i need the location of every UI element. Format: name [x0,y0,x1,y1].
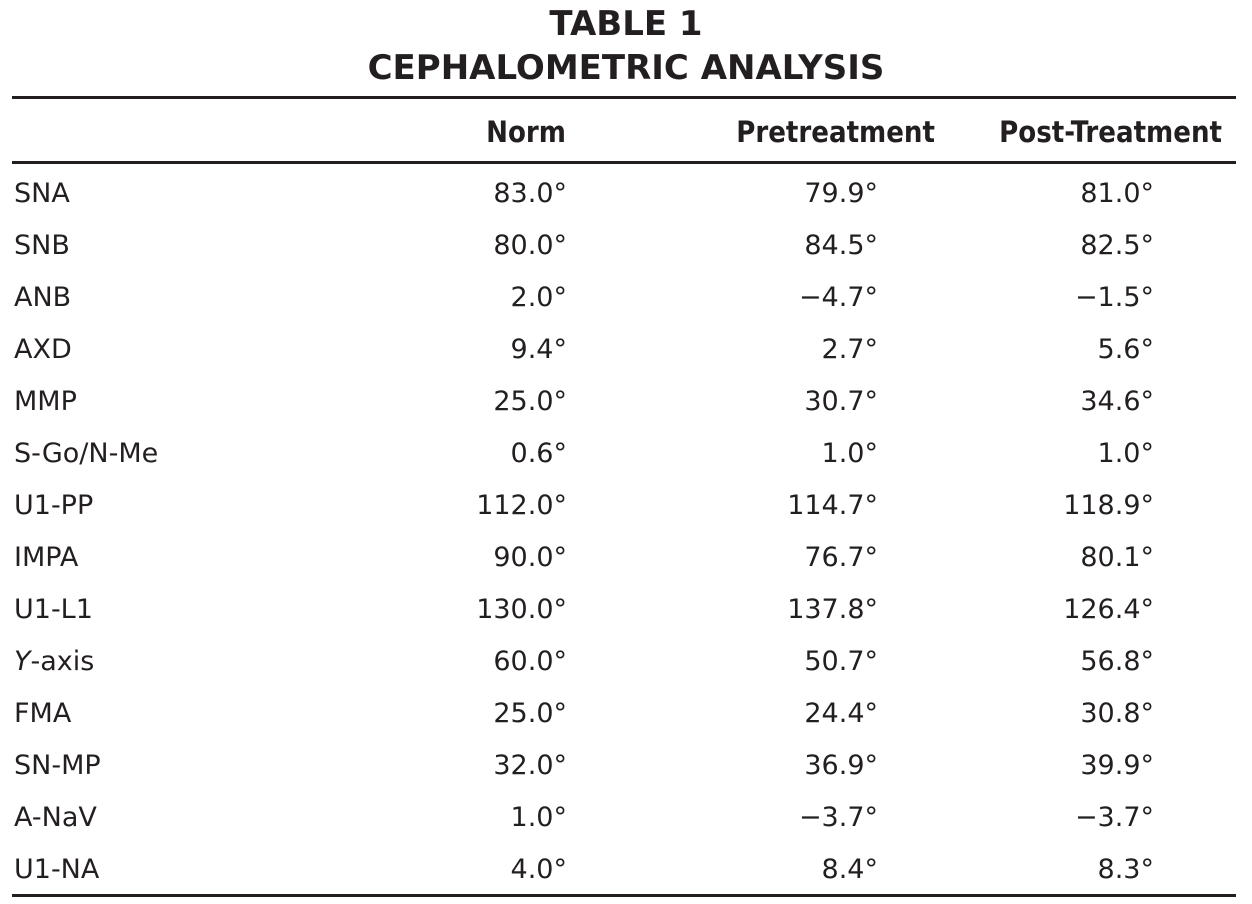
row-post-treatment: 81.0° [1080,178,1154,209]
row-label: IMPA [14,542,79,573]
table-row: SNA 83.0° 79.9° 81.0° [12,168,1236,220]
row-label: Y-axis [14,636,94,688]
row-post-treatment: 126.4° [1063,594,1154,625]
row-post-treatment: 82.5° [1080,230,1154,261]
table-row: AXD 9.4° 2.7° 5.6° [12,324,1236,376]
row-pretreatment: 8.4° [821,854,878,885]
row-post-treatment: −3.7° [1074,802,1154,833]
table-row: MMP 25.0° 30.7° 34.6° [12,376,1236,428]
row-pretreatment: 84.5° [804,230,878,261]
row-label: U1-PP [14,490,94,521]
row-pretreatment: 24.4° [804,698,878,729]
table-row: FMA 25.0° 24.4° 30.8° [12,688,1236,740]
row-post-treatment: 80.1° [1080,542,1154,573]
row-pretreatment: 137.8° [787,594,878,625]
table-row: U1-PP 112.0° 114.7° 118.9° [12,480,1236,532]
row-label: AXD [14,334,72,365]
table-body: SNA 83.0° 79.9° 81.0° SNB 80.0° 84.5° 82… [12,168,1236,896]
table-row: ANB 2.0° −4.7° −1.5° [12,272,1236,324]
header-post-treatment: Post-Treatment [999,115,1222,149]
table-row: S-Go/N-Me 0.6° 1.0° 1.0° [12,428,1236,480]
row-norm: 80.0° [493,230,567,261]
row-norm: 130.0° [476,594,567,625]
row-norm: 60.0° [493,646,567,677]
header-norm: Norm [486,115,566,149]
table-row: SN-MP 32.0° 36.9° 39.9° [12,740,1236,792]
table-row: Y-axis 60.0° 50.7° 56.8° [12,636,1236,688]
row-norm: 0.6° [510,438,567,469]
row-label: A-NaV [14,802,97,833]
row-pretreatment: 50.7° [804,646,878,677]
row-post-treatment: 56.8° [1080,646,1154,677]
row-label: SNA [14,178,70,209]
row-pretreatment: 76.7° [804,542,878,573]
row-norm: 1.0° [510,802,567,833]
row-post-treatment: 118.9° [1063,490,1154,521]
row-norm: 25.0° [493,698,567,729]
row-norm: 83.0° [493,178,567,209]
row-label: SN-MP [14,750,101,781]
row-pretreatment: 1.0° [821,438,878,469]
row-label-italic: Y [14,646,31,677]
row-pretreatment: 2.7° [821,334,878,365]
row-pretreatment: −3.7° [798,802,878,833]
table-row: A-NaV 1.0° −3.7° −3.7° [12,792,1236,844]
table-row: SNB 80.0° 84.5° 82.5° [12,220,1236,272]
row-label: FMA [14,698,72,729]
row-post-treatment: 30.8° [1080,698,1154,729]
table-title: TABLE 1 [549,4,703,44]
row-label-rest: -axis [30,646,95,677]
table-row: U1-NA 4.0° 8.4° 8.3° [12,844,1236,896]
row-label: MMP [14,386,77,417]
row-label: SNB [14,230,70,261]
row-post-treatment: 5.6° [1097,334,1154,365]
top-rule [12,96,1236,99]
header-rule [12,161,1236,164]
bottom-rule [12,894,1236,897]
row-post-treatment: 34.6° [1080,386,1154,417]
table-row: IMPA 90.0° 76.7° 80.1° [12,532,1236,584]
row-norm: 4.0° [510,854,567,885]
header-pretreatment: Pretreatment [736,115,935,149]
row-pretreatment: 30.7° [804,386,878,417]
row-pretreatment: 79.9° [804,178,878,209]
row-post-treatment: 1.0° [1097,438,1154,469]
table-header: Norm Pretreatment Post-Treatment [12,110,1236,154]
row-norm: 9.4° [510,334,567,365]
row-label: ANB [14,282,72,313]
row-label: U1-L1 [14,594,93,625]
row-label: U1-NA [14,854,100,885]
row-post-treatment: 39.9° [1080,750,1154,781]
row-label: S-Go/N-Me [14,438,159,469]
table-subtitle: CEPHALOMETRIC ANALYSIS [367,48,885,88]
row-norm: 32.0° [493,750,567,781]
row-pretreatment: 114.7° [787,490,878,521]
row-norm: 25.0° [493,386,567,417]
row-post-treatment: 8.3° [1097,854,1154,885]
row-post-treatment: −1.5° [1074,282,1154,313]
row-pretreatment: −4.7° [798,282,878,313]
row-pretreatment: 36.9° [804,750,878,781]
row-norm: 2.0° [510,282,567,313]
row-norm: 90.0° [493,542,567,573]
table-row: U1-L1 130.0° 137.8° 126.4° [12,584,1236,636]
row-norm: 112.0° [476,490,567,521]
